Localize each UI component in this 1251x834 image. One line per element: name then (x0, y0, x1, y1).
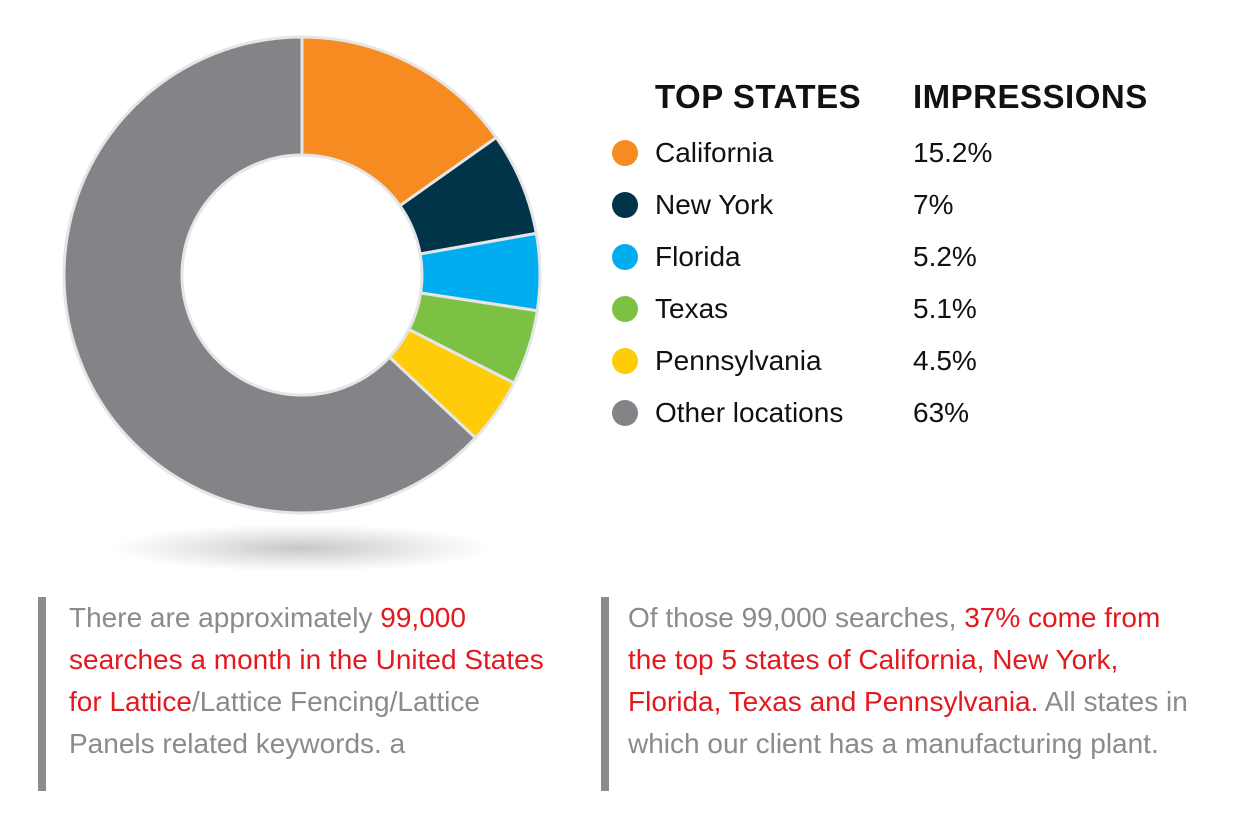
note-searches-volume: There are approximately 99,000 searches … (69, 597, 559, 765)
note-highlight: 37% come from the top 5 states of Califo… (628, 602, 1161, 717)
legend-value: 5.2% (913, 241, 977, 272)
note-text: Of those 99,000 searches, (628, 602, 965, 633)
legend-row-new-york: New York 7% (612, 185, 1232, 225)
legend-value: 7% (913, 189, 954, 220)
note-text: All states in which our client has a man… (628, 686, 1188, 759)
legend-value: 4.5% (913, 345, 977, 376)
legend-swatch (612, 244, 638, 270)
legend-swatch (612, 348, 638, 374)
legend-value: 15.2% (913, 137, 993, 168)
legend-header-value: IMPRESSIONS (913, 78, 1148, 115)
legend-label: New York (655, 189, 774, 220)
legend-swatch (612, 400, 638, 426)
legend-row-california: California 15.2% (612, 133, 1232, 173)
legend-value: 63% (913, 397, 970, 428)
legend-label: Texas (655, 293, 729, 324)
legend-label: Pennsylvania (655, 345, 822, 376)
note-highlight: 99,000 searches a month in the United St… (69, 602, 544, 717)
donut-slices (62, 35, 542, 515)
legend-value: 5.1% (913, 293, 977, 324)
donut-slice-california (300, 35, 498, 208)
legend-label: California (655, 137, 774, 168)
legend-row-other-locations: Other locations 63% (612, 393, 1232, 433)
legend-row-florida: Florida 5.2% (612, 237, 1232, 277)
donut-slice-other-locations (62, 35, 477, 515)
note-text: There are approximately (69, 602, 381, 633)
donut-chart (62, 35, 542, 572)
legend-row-pennsylvania: Pennsylvania 4.5% (612, 341, 1232, 381)
legend-swatch (612, 296, 638, 322)
legend-label: Other locations (655, 397, 844, 428)
legend-swatch (612, 192, 638, 218)
chart-shadow (112, 524, 492, 572)
note-top-states: Of those 99,000 searches, 37% come from … (628, 597, 1188, 765)
note-accent-bar (601, 597, 609, 791)
note-accent-bar (38, 597, 46, 791)
legend-header-category: TOP STATES (655, 78, 862, 115)
note-text: /Lattice Fencing/Lattice Panels related … (69, 686, 480, 759)
legend-swatch (612, 140, 638, 166)
legend-label: Florida (655, 241, 741, 272)
legend-row-texas: Texas 5.1% (612, 289, 1232, 329)
